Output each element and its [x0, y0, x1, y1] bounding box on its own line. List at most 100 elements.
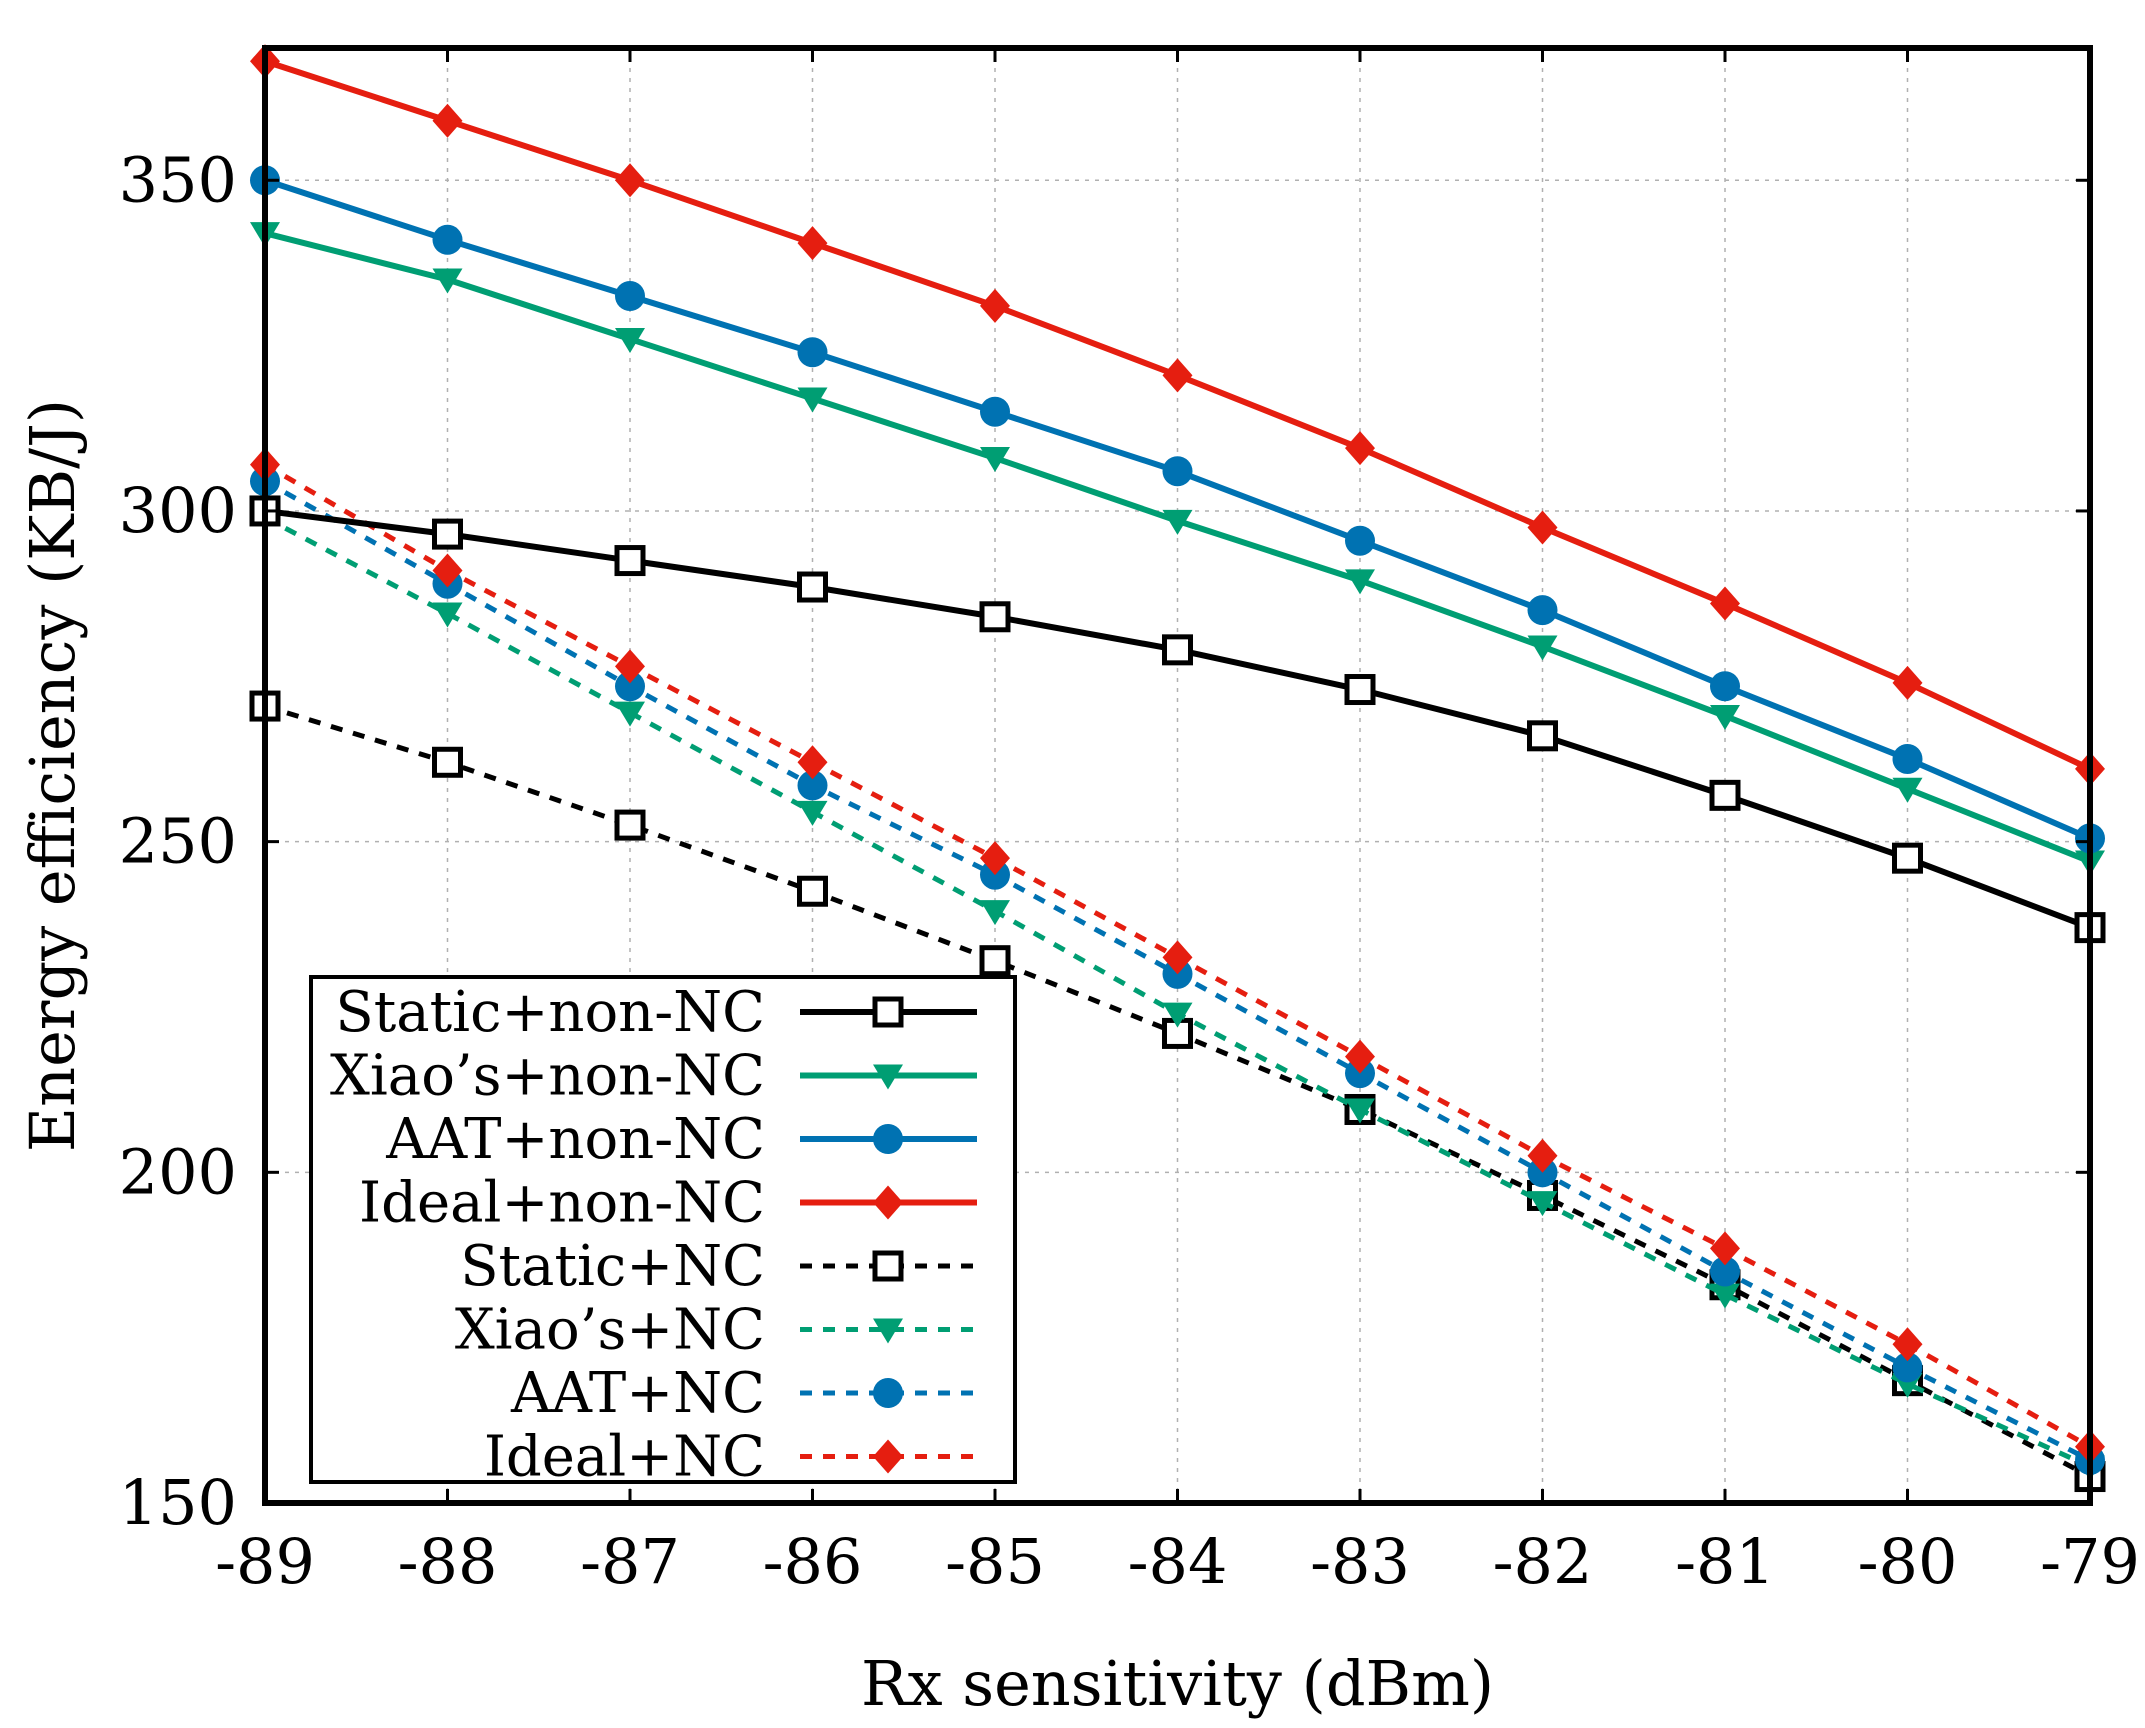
- x-axis-title: Rx sensitivity (dBm): [861, 1647, 1494, 1720]
- data-point: [1162, 358, 1193, 393]
- data-point: [1162, 456, 1193, 487]
- data-point: [615, 649, 645, 684]
- data-point: [615, 671, 645, 702]
- data-point: [1527, 1138, 1558, 1173]
- legend-item: Ideal+NC: [484, 1425, 977, 1490]
- legend-marker: [873, 1318, 903, 1344]
- data-point: [1892, 1352, 1923, 1383]
- data-point: [797, 337, 828, 368]
- x-tick-label: -84: [1128, 1525, 1228, 1598]
- data-point: [1162, 940, 1193, 975]
- data-point: [797, 387, 828, 413]
- data-point: [797, 745, 828, 780]
- x-tick-label: -79: [2040, 1525, 2140, 1598]
- data-point: [1892, 665, 1923, 700]
- data-point: [1527, 720, 1558, 752]
- data-point: [432, 268, 463, 294]
- data-point: [980, 900, 1010, 926]
- data-point: [797, 800, 828, 826]
- data-point: [1527, 1191, 1558, 1217]
- legend-item: AAT+NC: [510, 1361, 977, 1426]
- y-tick-label: 200: [119, 1135, 237, 1208]
- legend-label: Xiao’s+NC: [455, 1298, 765, 1363]
- data-point: [1710, 1283, 1740, 1309]
- data-point: [1892, 842, 1923, 874]
- y-tick-label: 300: [119, 474, 237, 547]
- x-tick-label: -80: [1858, 1525, 1958, 1598]
- data-point: [797, 875, 828, 907]
- data-point: [797, 571, 828, 603]
- legend: Static+non-NCXiao’s+non-NCAAT+non-NCIdea…: [309, 975, 1017, 1490]
- data-point: [1345, 1039, 1375, 1074]
- data-point: [432, 103, 463, 138]
- data-point: [1892, 777, 1923, 803]
- data-point: [615, 701, 645, 727]
- data-point: [614, 809, 646, 841]
- x-tick-label: -86: [763, 1525, 863, 1598]
- data-point: [980, 288, 1010, 323]
- series-xiao-s-non-nc: [250, 222, 2105, 876]
- legend-item: Xiao’s+non-NC: [330, 1044, 977, 1109]
- legend-marker: [873, 1378, 903, 1408]
- data-point: [614, 545, 646, 577]
- data-point: [432, 602, 463, 628]
- data-point: [1345, 431, 1375, 466]
- data-point: [979, 601, 1011, 633]
- data-point: [1709, 779, 1741, 811]
- data-point: [1710, 704, 1740, 730]
- data-point: [1162, 1002, 1193, 1028]
- data-point: [1892, 743, 1923, 774]
- data-point: [1710, 1231, 1740, 1266]
- axes: -89 -88 -87 -86 -85 -84 -83 -82 -81 -80 -79 150 200 2…: [119, 48, 2140, 1598]
- data-point: [615, 281, 645, 312]
- legend-label: Ideal+NC: [484, 1425, 765, 1490]
- legend-label: AAT+non-NC: [385, 1107, 765, 1172]
- legend-marker: [872, 1250, 904, 1282]
- legend-label: Static+NC: [460, 1234, 765, 1299]
- data-point: [1527, 510, 1558, 545]
- legend-marker: [873, 1124, 903, 1154]
- x-tick-label: -87: [580, 1525, 680, 1598]
- x-tick-label: -81: [1675, 1525, 1775, 1598]
- legend-marker: [872, 996, 904, 1028]
- data-point: [1345, 569, 1375, 595]
- data-point: [1344, 674, 1376, 706]
- legend-item: Static+NC: [460, 1234, 977, 1299]
- x-tick-label: -88: [398, 1525, 498, 1598]
- x-tick-label: -82: [1493, 1525, 1593, 1598]
- legend-label: Ideal+non-NC: [359, 1171, 765, 1236]
- data-point: [432, 746, 463, 778]
- legend-label: Static+non-NC: [335, 980, 765, 1045]
- data-point: [1710, 1256, 1740, 1287]
- data-point: [980, 841, 1010, 876]
- legend-marker: [873, 1439, 903, 1474]
- data-point: [980, 447, 1010, 473]
- legend-item: AAT+non-NC: [385, 1107, 977, 1172]
- y-tick-label: 150: [119, 1466, 237, 1539]
- data-point: [1710, 671, 1740, 702]
- x-tick-label: -83: [1310, 1525, 1410, 1598]
- series-static-non-nc: [249, 495, 2106, 944]
- legend-marker: [873, 1064, 903, 1090]
- plot-area: [249, 44, 2106, 1493]
- data-point: [432, 224, 463, 255]
- y-tick-label: 350: [119, 143, 237, 216]
- data-point: [797, 226, 828, 261]
- series-aat-non-nc: [250, 165, 2105, 854]
- data-point: [432, 518, 463, 550]
- data-point: [1162, 509, 1193, 535]
- series-ideal-nc: [250, 447, 2105, 1464]
- legend-item: Static+non-NC: [335, 980, 977, 1045]
- legend-item: Xiao’s+NC: [455, 1298, 977, 1363]
- data-point: [432, 553, 463, 588]
- data-point: [1710, 586, 1740, 621]
- legend-label: Xiao’s+non-NC: [330, 1044, 765, 1109]
- x-tick-label: -85: [945, 1525, 1045, 1598]
- data-point: [615, 163, 645, 198]
- data-point: [1345, 525, 1375, 556]
- data-point: [797, 770, 828, 801]
- y-axis-title: Energy efficiency (KB/J): [16, 399, 89, 1152]
- data-point: [979, 945, 1011, 977]
- legend-item: Ideal+non-NC: [359, 1171, 977, 1236]
